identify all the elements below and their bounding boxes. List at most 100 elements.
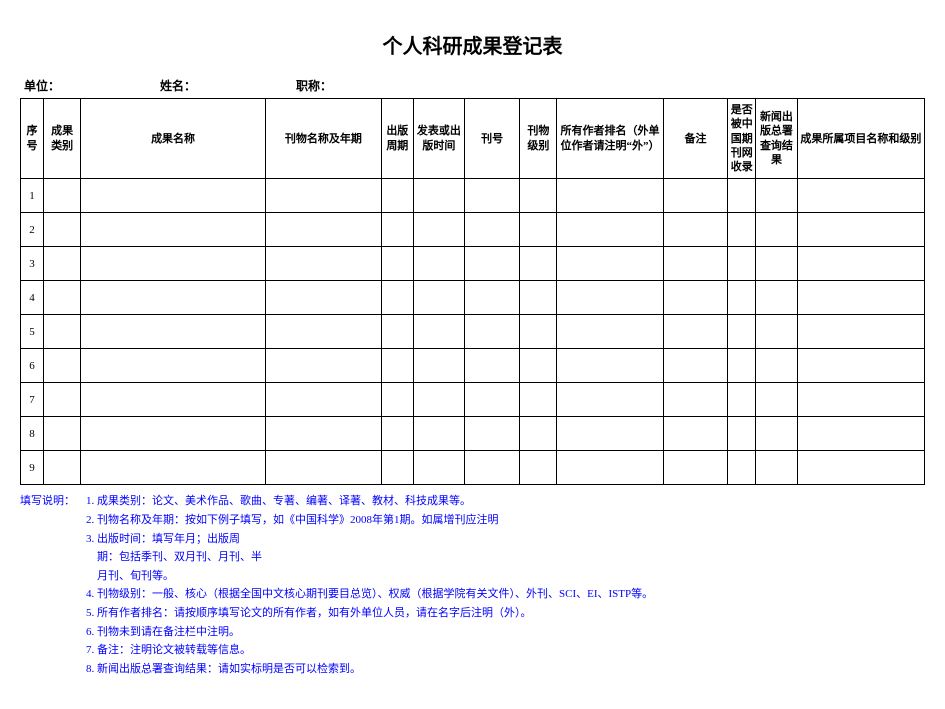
col-header: 发表或出版时间 [414,99,465,179]
data-cell [756,315,798,349]
data-cell [381,451,413,485]
data-cell [414,213,465,247]
note-item: 成果类别：论文、美术作品、歌曲、专著、编著、译著、教材、科技成果等。 [97,493,653,511]
data-cell [266,451,382,485]
data-cell [44,213,81,247]
data-cell [464,213,519,247]
data-cell [464,179,519,213]
data-cell [797,349,924,383]
data-cell [81,315,266,349]
data-cell [414,417,465,451]
row-number-cell: 6 [21,349,44,383]
data-cell [557,315,663,349]
note-item: 所有作者排名：请按顺序填写论文的所有作者，如有外单位人员，请在名字后注明（外）。 [97,605,653,623]
table-row: 8 [21,417,925,451]
data-cell [728,383,756,417]
data-cell [557,383,663,417]
data-cell [381,179,413,213]
note-item: 刊物未到请在备注栏中注明。 [97,624,653,642]
table-row: 7 [21,383,925,417]
data-cell [663,179,728,213]
data-cell [663,315,728,349]
data-cell [381,383,413,417]
data-cell [44,451,81,485]
data-cell [81,281,266,315]
unit-value [60,77,120,94]
notes-label: 填写说明： [20,493,75,679]
note-item: 刊物级别：一般、核心（根据全国中文核心期刊要目总览）、权威（根据学院有关文件）、… [97,586,653,604]
data-cell [464,349,519,383]
data-cell [557,349,663,383]
data-cell [44,179,81,213]
data-cell [81,349,266,383]
data-cell [728,213,756,247]
data-cell [663,349,728,383]
col-header: 成果名称 [81,99,266,179]
data-cell [728,451,756,485]
data-cell [464,451,519,485]
data-cell [464,281,519,315]
col-header: 所有作者排名（外单位作者请注明“外”） [557,99,663,179]
data-cell [728,179,756,213]
data-cell [728,417,756,451]
data-cell [381,349,413,383]
col-header: 刊号 [464,99,519,179]
data-cell [44,315,81,349]
data-cell [381,281,413,315]
data-cell [266,417,382,451]
data-cell [81,383,266,417]
col-header: 新闻出版总署查询结果 [756,99,798,179]
meta-unit: 单位： [24,77,120,94]
data-cell [81,213,266,247]
page-title: 个人科研成果登记表 [20,30,925,59]
col-header: 刊物名称及年期 [266,99,382,179]
data-cell [557,281,663,315]
title-value [332,77,392,94]
row-number-cell: 5 [21,315,44,349]
data-cell [557,247,663,281]
data-cell [381,213,413,247]
data-cell [756,417,798,451]
data-cell [728,281,756,315]
data-cell [520,451,557,485]
data-cell [797,383,924,417]
table-row: 9 [21,451,925,485]
results-table: 序号成果类别成果名称刊物名称及年期出版周期发表或出版时间刊号刊物级别所有作者排名… [20,98,925,485]
data-cell [81,247,266,281]
data-cell [44,349,81,383]
data-cell [557,451,663,485]
note-item: 刊物名称及年期：按如下例子填写，如《中国科学》2008年第1期。如属增刊应注明 [97,512,653,530]
data-cell [520,349,557,383]
data-cell [266,281,382,315]
col-header: 序号 [21,99,44,179]
data-cell [728,315,756,349]
data-cell [81,451,266,485]
data-cell [557,179,663,213]
col-header: 成果所属项目名称和级别 [797,99,924,179]
data-cell [797,417,924,451]
name-label: 姓名： [160,77,196,94]
data-cell [44,281,81,315]
row-number-cell: 2 [21,213,44,247]
data-cell [756,247,798,281]
data-cell [520,281,557,315]
title-label: 职称： [296,77,332,94]
data-cell [520,417,557,451]
meta-title: 职称： [296,77,392,94]
data-cell [663,383,728,417]
note-item: 月刊、旬刊等。 [97,568,653,586]
data-cell [414,383,465,417]
data-cell [414,315,465,349]
data-cell [797,281,924,315]
data-cell [381,315,413,349]
col-header: 刊物级别 [520,99,557,179]
data-cell [464,417,519,451]
data-cell [81,179,266,213]
data-cell [663,281,728,315]
data-cell [44,417,81,451]
data-cell [756,383,798,417]
col-header: 备注 [663,99,728,179]
data-cell [797,315,924,349]
row-number-cell: 3 [21,247,44,281]
data-cell [266,179,382,213]
